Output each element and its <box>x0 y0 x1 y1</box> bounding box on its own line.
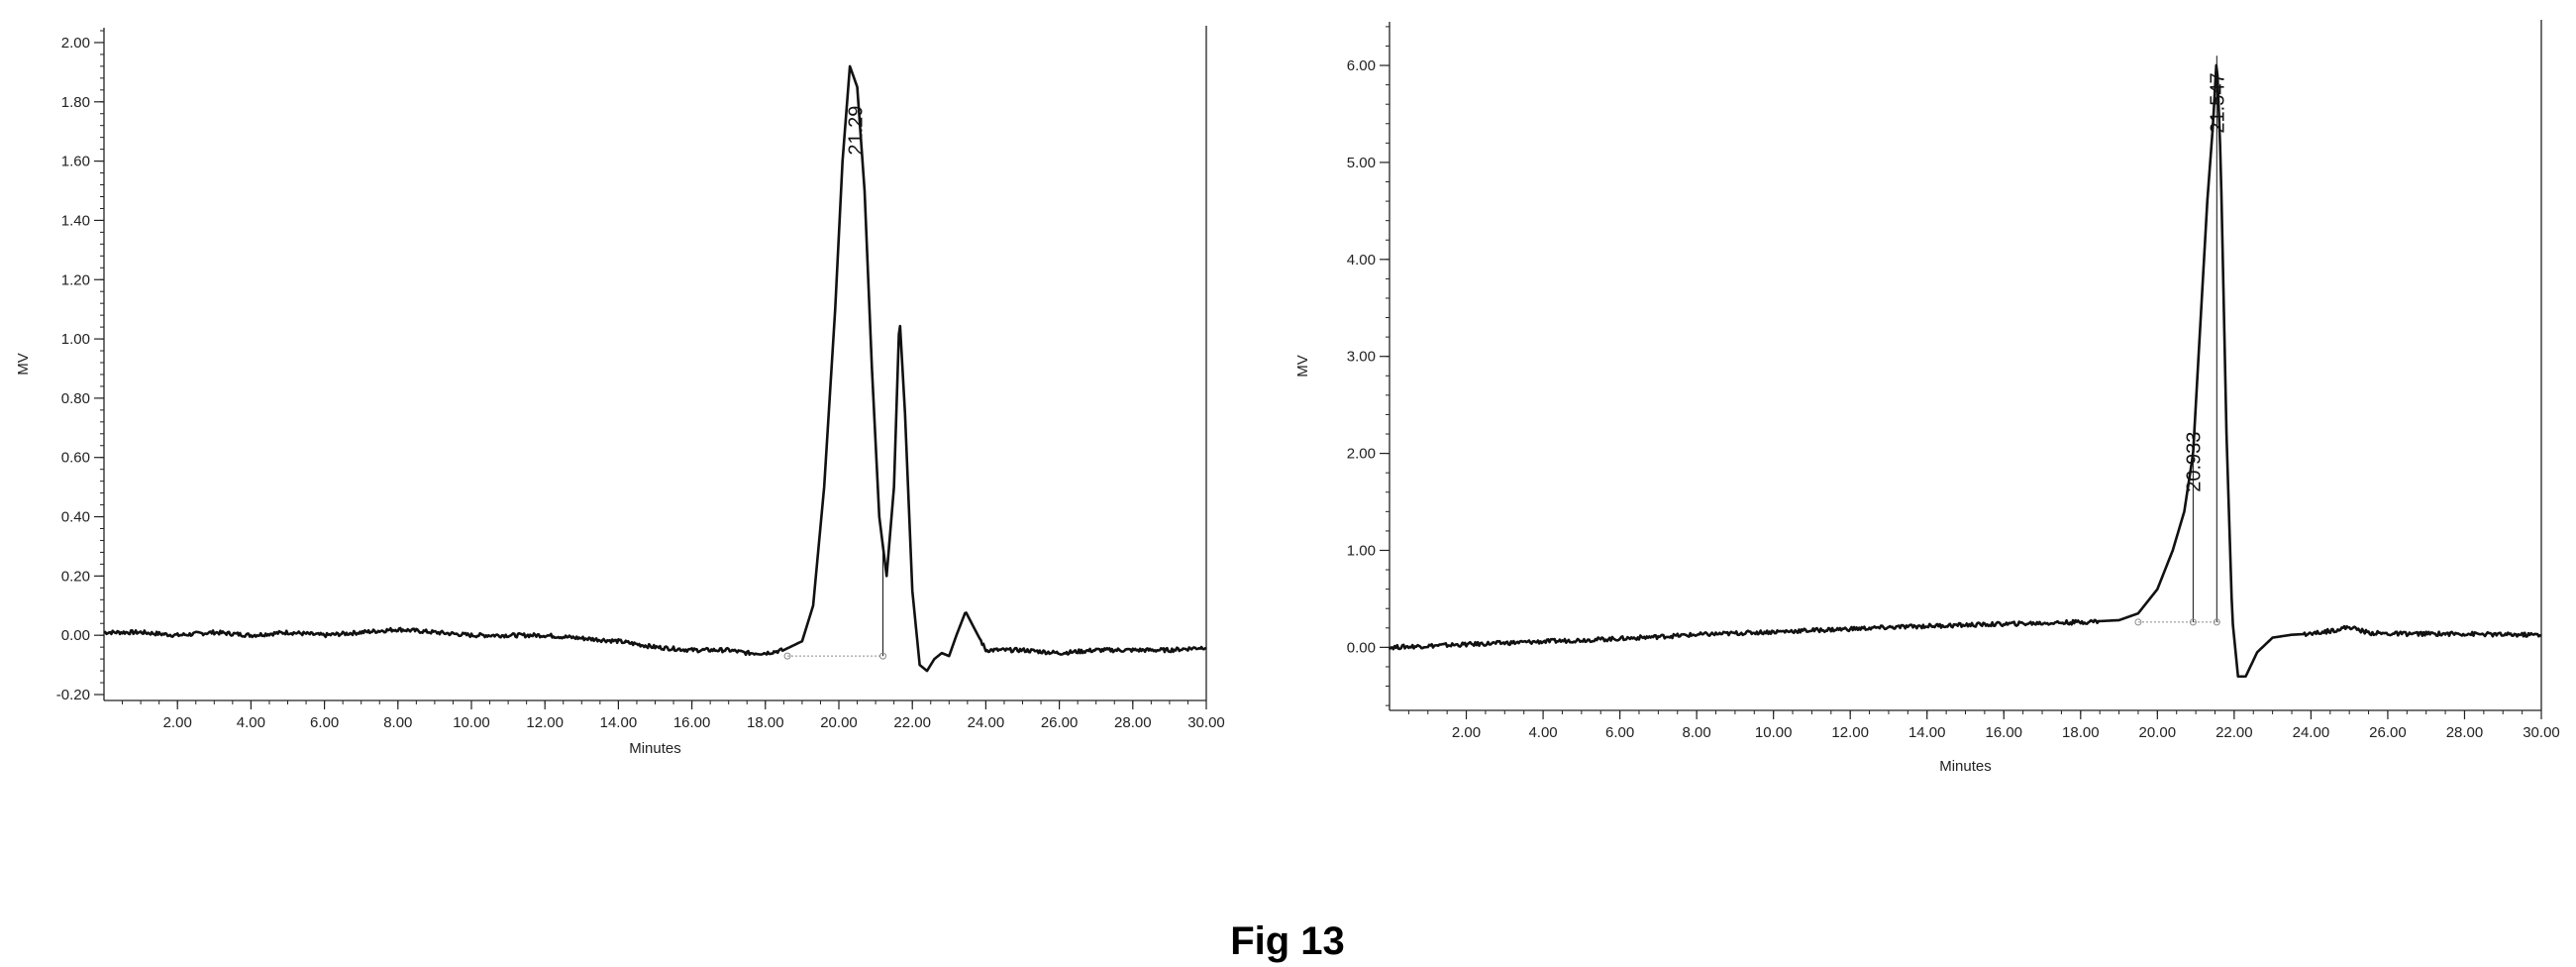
x-tick-label: 8.00 <box>383 714 412 731</box>
y-tick-label: 1.80 <box>61 94 90 111</box>
chromatogram-trace <box>1388 63 2542 679</box>
x-tick-label: 8.00 <box>1683 724 1711 741</box>
x-tick-label: 24.00 <box>2293 724 2330 741</box>
x-tick-label: 18.00 <box>747 714 784 731</box>
y-axis-title: MV <box>15 353 32 376</box>
x-tick-label: 28.00 <box>2446 724 2484 741</box>
y-tick-label: 1.00 <box>1347 542 1376 559</box>
x-tick-label: 14.00 <box>1908 724 1946 741</box>
x-tick-label: 10.00 <box>1755 724 1793 741</box>
y-tick-label: 1.20 <box>61 271 90 288</box>
y-tick-label: 1.60 <box>61 154 90 170</box>
x-tick-label: 30.00 <box>2523 724 2560 741</box>
x-tick-label: 10.00 <box>453 714 490 731</box>
x-tick-label: 6.00 <box>1605 724 1634 741</box>
chromatogram-right: 2.00 4.00 6.00 8.00 10.00 12.00 14.00 16.00 18.0… <box>1294 20 2560 775</box>
x-tick-label: 26.00 <box>2369 724 2407 741</box>
x-tick-label: 14.00 <box>600 714 638 731</box>
y-tick-label: 0.60 <box>61 450 90 467</box>
x-tick-label: 2.00 <box>1452 724 1481 741</box>
x-tick-label: 4.00 <box>237 714 265 731</box>
x-tick-label: 24.00 <box>968 714 1005 731</box>
chromatogram-trace <box>103 64 1207 673</box>
peak-label: 20.933 <box>2183 432 2205 492</box>
y-tick-label: 0.00 <box>61 627 90 644</box>
x-tick-label: 6.00 <box>310 714 339 731</box>
x-tick-label: 28.00 <box>1114 714 1152 731</box>
x-tick-label: 18.00 <box>2062 724 2100 741</box>
baseline-marker <box>2189 618 2197 626</box>
y-tick-label: 0.20 <box>61 568 90 585</box>
x-tick-label: 22.00 <box>2215 724 2253 741</box>
peak-label: 21.547 <box>2207 72 2228 133</box>
x-axis-title: Minutes <box>1939 758 1992 775</box>
x-tick-label: 16.00 <box>1985 724 2022 741</box>
x-tick-label: 12.00 <box>1831 724 1869 741</box>
y-tick-label: 0.80 <box>61 390 90 407</box>
y-tick-label: 6.00 <box>1347 57 1376 74</box>
peak-label: 21.29 <box>846 106 868 156</box>
baseline-marker <box>2134 618 2142 626</box>
y-tick-label: 1.40 <box>61 212 90 229</box>
x-tick-label: 4.00 <box>1528 724 1557 741</box>
x-tick-label: 20.00 <box>2139 724 2177 741</box>
y-axis-title: MV <box>1294 355 1311 377</box>
y-tick-label: 3.00 <box>1347 349 1376 366</box>
baseline-marker <box>2213 618 2220 626</box>
x-tick-label: 2.00 <box>163 714 192 731</box>
x-tick-label: 30.00 <box>1187 714 1225 731</box>
chromatogram-left: 2.00 4.00 6.00 8.00 10.00 12.00 14.00 16.00 18.0… <box>15 26 1225 757</box>
y-tick-label: 4.00 <box>1347 252 1376 269</box>
y-tick-label: 1.00 <box>61 331 90 348</box>
x-tick-label: 12.00 <box>526 714 564 731</box>
y-tick-label: 2.00 <box>61 35 90 52</box>
y-tick-label: -0.20 <box>56 687 90 703</box>
baseline-marker <box>879 652 887 660</box>
y-tick-label: 2.00 <box>1347 446 1376 463</box>
y-tick-label: 5.00 <box>1347 155 1376 171</box>
x-tick-label: 22.00 <box>893 714 931 731</box>
y-tick-label: 0.40 <box>61 509 90 526</box>
baseline-marker <box>783 652 791 660</box>
figure-caption: Fig 13 <box>1230 919 1345 963</box>
y-tick-label: 0.00 <box>1347 639 1376 656</box>
x-axis-title: Minutes <box>629 740 681 757</box>
x-tick-label: 26.00 <box>1041 714 1079 731</box>
x-tick-label: 16.00 <box>673 714 711 731</box>
x-tick-label: 20.00 <box>820 714 858 731</box>
